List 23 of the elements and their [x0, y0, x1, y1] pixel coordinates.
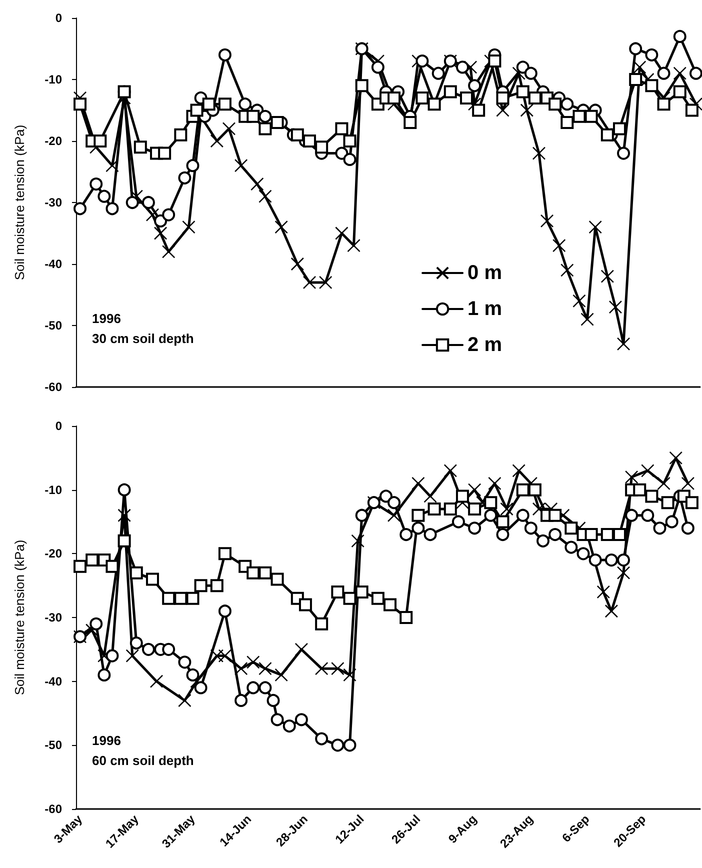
y-tick-label: -30 [44, 610, 62, 624]
legend-label: 1 m [468, 298, 502, 320]
y-tick-label: -20 [44, 134, 62, 148]
y-tick-label: -20 [44, 546, 62, 561]
y-tick-label: -10 [44, 482, 62, 497]
y-axis-title: Soil moisture tension (kPa) [12, 124, 27, 280]
y-tick-label: -60 [44, 802, 62, 816]
annotation: 60 cm soil depth [92, 753, 194, 768]
legend-label: 0 m [468, 262, 502, 284]
y-tick-label: -40 [44, 257, 62, 271]
y-tick-label: -50 [44, 738, 62, 752]
annotation: 1996 [92, 733, 121, 748]
y-tick-label: -50 [44, 318, 62, 332]
annotation: 30 cm soil depth [92, 331, 194, 346]
y-tick-label: -30 [44, 196, 62, 210]
y-tick-label: 0 [55, 419, 62, 433]
y-tick-label: -10 [44, 72, 62, 86]
y-tick-label: 0 [55, 11, 62, 25]
y-tick-label: -40 [44, 674, 62, 688]
y-axis-title: Soil moisture tension (kPa) [12, 540, 27, 696]
legend-label: 2 m [468, 334, 502, 356]
annotation: 1996 [92, 311, 121, 326]
y-tick-label: -60 [44, 380, 62, 394]
